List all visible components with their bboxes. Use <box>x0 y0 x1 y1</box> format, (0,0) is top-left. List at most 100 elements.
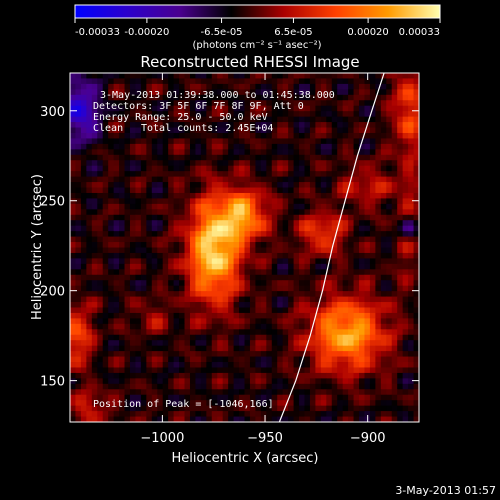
heatmap-cell <box>369 116 376 123</box>
heatmap-cell <box>255 242 262 248</box>
heatmap-cell <box>124 225 131 232</box>
heatmap-cell <box>129 73 136 79</box>
heatmap-cell <box>266 323 273 330</box>
heatmap-cell <box>277 340 284 347</box>
heatmap-cell <box>200 242 207 248</box>
heatmap-cell <box>184 231 191 237</box>
heatmap-cell <box>129 318 136 325</box>
heatmap-cell <box>391 416 398 422</box>
heatmap-cell <box>244 116 251 123</box>
heatmap-cell <box>119 209 125 216</box>
heatmap-cell <box>70 378 76 385</box>
heatmap-cell <box>151 269 158 276</box>
heatmap-cell <box>179 280 185 287</box>
heatmap-cell <box>102 198 109 205</box>
heatmap-cell <box>119 400 125 407</box>
heatmap-cell <box>200 209 207 216</box>
heatmap-cell <box>320 400 327 407</box>
heatmap-cell <box>408 274 414 281</box>
heatmap-cell <box>397 116 404 123</box>
heatmap-cell <box>408 122 414 128</box>
heatmap-cell <box>249 154 256 161</box>
heatmap-cell <box>146 411 153 417</box>
heatmap-cell <box>282 231 289 237</box>
heatmap-cell <box>271 94 278 101</box>
heatmap-cell <box>80 203 87 210</box>
heatmap-cell <box>277 127 284 134</box>
heatmap-cell <box>119 83 125 90</box>
heatmap-cell <box>168 154 175 161</box>
heatmap-cell <box>206 165 213 172</box>
heatmap-cell <box>179 78 185 85</box>
heatmap-cell <box>80 285 87 292</box>
heatmap-cell <box>222 214 229 221</box>
heatmap-cell <box>369 127 376 134</box>
heatmap-cell <box>364 127 371 134</box>
heatmap-cell <box>277 89 284 96</box>
heatmap-cell <box>337 378 344 385</box>
heatmap-cell <box>233 127 240 134</box>
heatmap-cell <box>359 83 365 90</box>
heatmap-cell <box>135 351 142 357</box>
heatmap-cell <box>397 400 404 407</box>
heatmap-cell <box>255 312 262 319</box>
heatmap-cell <box>162 242 169 248</box>
heatmap-cell <box>162 154 169 161</box>
heatmap-cell <box>369 389 376 396</box>
heatmap-cell <box>353 296 360 303</box>
image-annotations: 3-May-2013 01:39:38.000 to 01:45:38.000 … <box>93 90 335 410</box>
heatmap-cell <box>70 143 76 150</box>
heatmap-cell <box>244 340 251 347</box>
heatmap-cell <box>266 225 273 232</box>
heatmap-cell <box>108 334 115 341</box>
heatmap-cell <box>293 83 300 90</box>
heatmap-cell <box>211 362 218 368</box>
heatmap-cell <box>173 263 180 270</box>
heatmap-cell <box>337 263 344 270</box>
heatmap-cell <box>129 176 136 183</box>
heatmap-cell <box>168 252 175 259</box>
heatmap-cell <box>124 400 131 407</box>
heatmap-cell <box>244 280 251 287</box>
heatmap-cell <box>342 312 349 319</box>
heatmap-cell <box>293 176 300 183</box>
heatmap-cell <box>309 154 316 161</box>
heatmap-cell <box>282 351 289 357</box>
heatmap-cell <box>129 351 136 357</box>
heatmap-cell <box>293 171 300 178</box>
heatmap-cell <box>304 83 311 90</box>
heatmap-cell <box>217 263 224 270</box>
heatmap-cell <box>119 176 125 183</box>
heatmap-cell <box>255 307 262 314</box>
heatmap-cell <box>70 405 76 412</box>
heatmap-cell <box>217 372 224 379</box>
heatmap-cell <box>179 94 185 101</box>
heatmap-cell <box>402 252 409 259</box>
heatmap-cell <box>157 160 164 167</box>
heatmap-cell <box>157 176 164 183</box>
heatmap-cell <box>80 394 87 401</box>
heatmap-cell <box>97 323 104 330</box>
heatmap-cell <box>228 165 234 172</box>
heatmap-cell <box>228 154 234 161</box>
heatmap-cell <box>70 160 76 167</box>
heatmap-cell <box>315 280 322 287</box>
heatmap-cell <box>402 258 409 265</box>
heatmap-cell <box>70 236 76 243</box>
heatmap-cell <box>195 176 202 183</box>
heatmap-cell <box>386 285 393 292</box>
heatmap-cell <box>135 394 142 401</box>
heatmap-cell <box>337 411 344 417</box>
heatmap-cell <box>309 307 316 314</box>
heatmap-cell <box>102 231 109 237</box>
heatmap-cell <box>386 160 393 167</box>
heatmap-cell <box>408 231 414 237</box>
heatmap-cell <box>337 362 344 368</box>
heatmap-cell <box>293 73 300 79</box>
heatmap-cell <box>364 252 371 259</box>
heatmap-cell <box>397 160 404 167</box>
heatmap-cell <box>353 143 360 150</box>
heatmap-cell <box>266 187 273 194</box>
heatmap-cell <box>331 269 338 276</box>
